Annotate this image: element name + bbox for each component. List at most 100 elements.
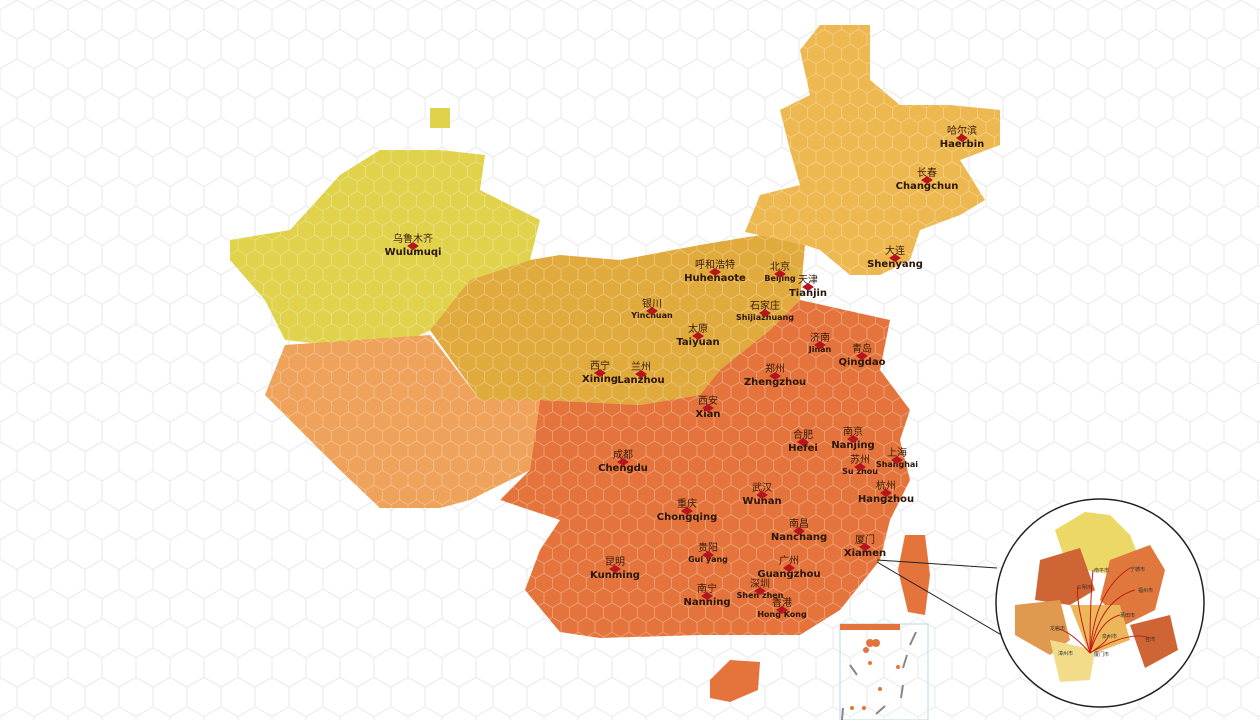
city-xiamen[interactable]: 厦门 Xiamen bbox=[844, 535, 886, 559]
city-name-cn: 上海 bbox=[887, 448, 907, 459]
city-name-cn: 西安 bbox=[697, 396, 718, 407]
city-name-en: Xiamen bbox=[843, 548, 887, 559]
city-name-cn: 昆明 bbox=[605, 557, 625, 568]
inset-city-label: 台湾 bbox=[1145, 637, 1156, 643]
city-name-cn: 青岛 bbox=[851, 344, 872, 355]
city-name-cn: 太原 bbox=[688, 324, 708, 335]
city-marker-icon bbox=[889, 254, 901, 262]
city-name-en: Wuhan bbox=[742, 496, 782, 507]
city-marker-icon bbox=[609, 565, 621, 573]
city-marker-icon bbox=[921, 176, 933, 184]
city-su-zhou[interactable]: 苏州 Su zhou bbox=[842, 455, 878, 477]
city-name-en: Shijiazhuang bbox=[736, 313, 794, 322]
city-marker-icon bbox=[701, 404, 714, 412]
city-hong-kong[interactable]: 香港 Hong Kong bbox=[757, 598, 806, 620]
city-taiyuan[interactable]: 太原 Taiyuan bbox=[676, 324, 719, 348]
city-chongqing[interactable]: 重庆 Chongqing bbox=[657, 499, 717, 523]
city-name-en: Tianjin bbox=[788, 288, 828, 299]
city-marker-icon bbox=[594, 369, 606, 377]
outlying-hex bbox=[430, 108, 450, 128]
city-marker-icon bbox=[847, 435, 859, 443]
city-name-en: Chengdu bbox=[598, 463, 648, 474]
city-marker-icon bbox=[859, 543, 871, 551]
city-name-cn: 广州 bbox=[779, 556, 799, 567]
city-chengdu[interactable]: 成都 Chengdu bbox=[598, 450, 648, 474]
south-sea-islands bbox=[840, 624, 900, 710]
city-name-cn: 济南 bbox=[809, 333, 830, 344]
city-name-en: Nanjing bbox=[831, 440, 875, 451]
city-marker-icon bbox=[797, 438, 809, 446]
city-shenyang[interactable]: 大连 Shenyang bbox=[867, 246, 923, 270]
inset-city-label: 漳州市 bbox=[1058, 651, 1074, 657]
city-jinan[interactable]: 济南 Jinan bbox=[809, 333, 832, 355]
city-marker-icon bbox=[813, 341, 826, 349]
city-name-cn: 银川 bbox=[642, 299, 662, 310]
city-name-cn: 武汉 bbox=[751, 483, 772, 494]
city-qingdao[interactable]: 青岛 Qingdao bbox=[839, 344, 886, 368]
city-shanghai[interactable]: 上海 Shanghai bbox=[876, 448, 918, 470]
city-kunming[interactable]: 昆明 Kunming bbox=[590, 557, 640, 581]
city-marker-icon bbox=[855, 352, 868, 360]
city-wulumuqi[interactable]: 乌鲁木齐 Wulumuqi bbox=[385, 234, 442, 258]
city-shen-zhen[interactable]: 深圳 Shen zhen bbox=[737, 579, 784, 601]
city-name-cn: 南宁 bbox=[697, 584, 717, 595]
city-guangzhou[interactable]: 广州 Guangzhou bbox=[757, 556, 820, 580]
inset-city-label: 宁德市 bbox=[1130, 567, 1146, 573]
city-marker-icon bbox=[681, 507, 693, 515]
city-name-cn: 香港 bbox=[772, 598, 792, 609]
city-marker-icon bbox=[634, 370, 647, 378]
city-nanjing[interactable]: 南京 Nanjing bbox=[831, 427, 874, 451]
city-name-en: Haerbin bbox=[939, 139, 985, 150]
city-huhehaote[interactable]: 呼和浩特 Huhehaote bbox=[684, 260, 746, 284]
inset-city-label: 南平市 bbox=[1094, 568, 1110, 574]
city-marker-icon bbox=[793, 527, 805, 535]
city-name-en: Nanning bbox=[683, 597, 731, 608]
city-name-en: Guangzhou bbox=[757, 569, 821, 580]
city-name-cn: 哈尔滨 bbox=[946, 126, 977, 137]
nine-dash-line bbox=[841, 631, 917, 720]
city-name-cn: 长春 bbox=[917, 168, 937, 179]
city-haerbin[interactable]: 哈尔滨 Haerbin bbox=[940, 126, 985, 150]
city-name-en: Taiyuan bbox=[676, 337, 720, 348]
city-shijiazhuang[interactable]: 石家庄 Shijiazhuang bbox=[736, 301, 794, 323]
city-nanning[interactable]: 南宁 Nanning bbox=[683, 584, 730, 608]
city-hefei[interactable]: 合肥 Hefei bbox=[788, 430, 818, 454]
city-nanchang[interactable]: 南昌 Nanchang bbox=[771, 519, 827, 543]
city-name-en: Hangzhou bbox=[857, 494, 915, 505]
city-name-cn: 深圳 bbox=[750, 579, 770, 590]
city-marker-icon bbox=[773, 270, 786, 278]
city-name-en: Zhengzhou bbox=[743, 377, 807, 388]
city-marker-icon bbox=[802, 283, 814, 291]
inset-city-label: 龙岩市 bbox=[1050, 626, 1066, 632]
city-marker-icon bbox=[406, 242, 419, 250]
city-marker-icon bbox=[768, 372, 781, 380]
city-tianjin[interactable]: 天津 Tianjin bbox=[789, 275, 827, 299]
inset-city-label: 泉州市 bbox=[1102, 634, 1118, 640]
city-name-en: Kunming bbox=[590, 570, 640, 581]
city-marker-icon bbox=[755, 491, 768, 499]
city-marker-icon bbox=[708, 268, 721, 276]
city-yinchuan[interactable]: 银川 Yinchuan bbox=[631, 299, 672, 321]
city-beijing[interactable]: 北京 Beijing bbox=[764, 262, 795, 284]
city-wuhan[interactable]: 武汉 Wuhan bbox=[742, 483, 781, 507]
city-gui-yang[interactable]: 贵阳 Gui yang bbox=[688, 543, 728, 565]
city-xining[interactable]: 西宁 Xining bbox=[582, 361, 618, 385]
city-zhengzhou[interactable]: 郑州 Zhengzhou bbox=[744, 364, 806, 388]
city-changchun[interactable]: 长春 Changchun bbox=[896, 168, 959, 192]
city-name-en: Shenyang bbox=[867, 259, 923, 270]
city-marker-icon bbox=[879, 489, 892, 497]
city-name-en: Wulumuqi bbox=[384, 247, 442, 258]
city-name-cn: 厦门 bbox=[855, 535, 875, 546]
city-hangzhou[interactable]: 杭州 Hangzhou bbox=[858, 481, 914, 505]
city-name-en: Beijing bbox=[764, 274, 796, 283]
city-name-cn: 南京 bbox=[843, 427, 863, 438]
city-name-cn: 合肥 bbox=[793, 430, 813, 441]
city-name-cn: 呼和浩特 bbox=[694, 260, 735, 271]
city-name-en: Jinan bbox=[808, 345, 832, 354]
city-name-cn: 天津 bbox=[798, 275, 818, 286]
city-name-cn: 西宁 bbox=[590, 361, 610, 372]
city-xian[interactable]: 西安 Xian bbox=[695, 396, 720, 420]
city-marker-icon bbox=[616, 458, 629, 466]
city-marker-icon bbox=[758, 309, 771, 317]
city-lanzhou[interactable]: 兰州 Lanzhou bbox=[617, 362, 664, 386]
